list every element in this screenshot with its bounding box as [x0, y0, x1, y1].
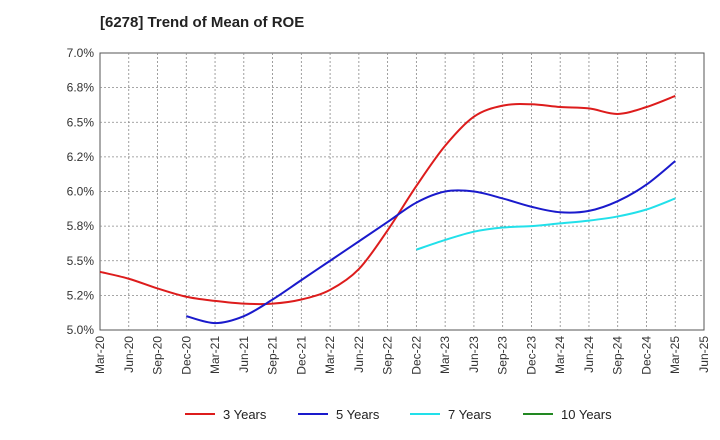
- y-tick-label: 6.0%: [67, 185, 95, 199]
- x-tick-label: Sep-20: [151, 336, 165, 375]
- legend-label-7-years: 7 Years: [448, 407, 492, 422]
- x-tick-label: Jun-24: [582, 336, 596, 373]
- x-tick-label: Jun-23: [467, 336, 481, 373]
- y-tick-label: 6.5%: [67, 115, 95, 129]
- x-tick-label: Jun-22: [352, 336, 366, 373]
- x-tick-label: Mar-25: [668, 336, 682, 374]
- legend-label-10-years: 10 Years: [561, 407, 612, 422]
- x-tick-label: Jun-25: [697, 336, 711, 373]
- series-line-7-years: [416, 197, 676, 251]
- x-tick-label: Mar-22: [323, 336, 337, 374]
- y-tick-label: 7.0%: [67, 46, 95, 60]
- x-tick-label: Dec-23: [524, 336, 538, 375]
- x-tick-label: Sep-21: [266, 336, 280, 375]
- x-tick-label: Sep-24: [611, 336, 625, 375]
- y-tick-label: 5.5%: [67, 254, 95, 268]
- x-tick-label: Jun-20: [122, 336, 136, 373]
- x-tick-label: Jun-21: [237, 336, 251, 373]
- x-tick-label: Dec-24: [639, 336, 653, 375]
- y-tick-label: 5.8%: [67, 219, 95, 233]
- legend-label-3-years: 3 Years: [223, 407, 267, 422]
- y-tick-label: 5.2%: [67, 288, 95, 302]
- x-tick-label: Mar-23: [438, 336, 452, 374]
- x-tick-label: Sep-22: [381, 336, 395, 375]
- x-tick-label: Dec-20: [179, 336, 193, 375]
- y-tick-label: 6.2%: [67, 150, 95, 164]
- chart-title: [6278] Trend of Mean of ROE: [100, 14, 305, 31]
- x-tick-label: Dec-21: [294, 336, 308, 375]
- x-tick-label: Mar-24: [553, 336, 567, 374]
- x-tick-label: Sep-23: [496, 336, 510, 375]
- y-tick-label: 6.8%: [67, 81, 95, 95]
- x-tick-label: Mar-20: [93, 336, 107, 374]
- y-tick-label: 5.0%: [67, 323, 95, 337]
- series-line-5-years: [186, 160, 676, 325]
- legend-label-5-years: 5 Years: [336, 407, 380, 422]
- x-tick-label: Mar-21: [208, 336, 222, 374]
- x-tick-label: Dec-22: [409, 336, 423, 375]
- series-line-3-years: [99, 94, 676, 306]
